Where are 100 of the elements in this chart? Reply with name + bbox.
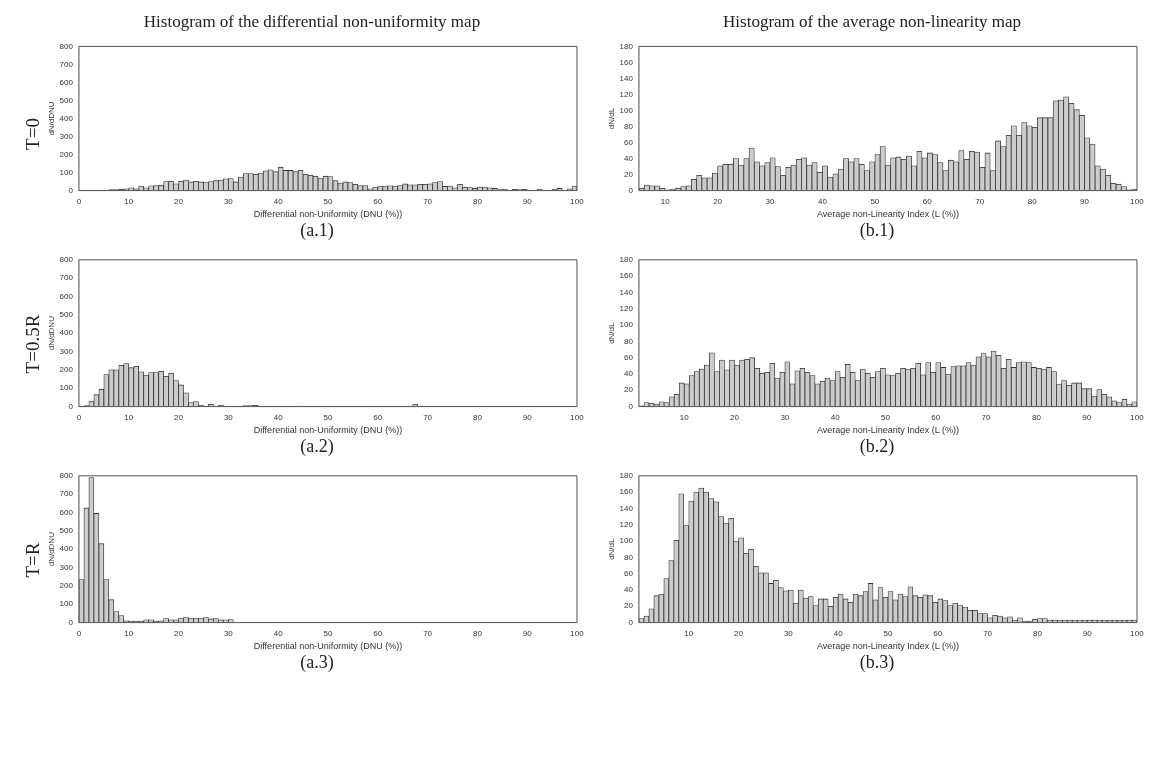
x-tick-label: 20 bbox=[730, 412, 740, 422]
x-tick-label: 80 bbox=[1031, 412, 1042, 422]
chart-title: Histogram of the average non-linearity map bbox=[723, 11, 1021, 31]
y-tick-label: 800 bbox=[59, 41, 74, 51]
y-axis-title: dN/dL bbox=[607, 107, 616, 130]
y-tick-label: 400 bbox=[59, 113, 74, 123]
x-tick-label: 70 bbox=[983, 628, 993, 638]
y-tick-label: 500 bbox=[59, 310, 74, 320]
x-tick-label: 70 bbox=[975, 196, 985, 206]
text: (a.1) bbox=[299, 220, 335, 242]
y-tick-label: 600 bbox=[59, 507, 74, 517]
y-axis-title: dN/dL bbox=[607, 537, 616, 560]
y-tick-label: 100 bbox=[59, 167, 74, 177]
y-tick-label: 200 bbox=[59, 149, 74, 159]
x-tick-label: 90 bbox=[522, 628, 533, 638]
y-tick-label: 400 bbox=[59, 328, 74, 338]
x-tick-label: 40 bbox=[817, 196, 828, 206]
y-tick-label: 140 bbox=[619, 503, 634, 513]
chart-title: Histogram of the differential non-uniformity map bbox=[143, 11, 481, 31]
y-tick-label: 700 bbox=[59, 59, 74, 69]
x-tick-label: 100 bbox=[570, 412, 585, 422]
x-tick-label: 10 bbox=[124, 628, 134, 638]
x-tick-label: 20 bbox=[713, 196, 723, 206]
y-tick-label: 600 bbox=[59, 77, 74, 87]
x-axis-title: Differential non-Uniformity (DNU (%)) bbox=[253, 641, 403, 652]
x-tick-label: 10 bbox=[660, 196, 671, 206]
y-tick-label: 300 bbox=[59, 346, 74, 356]
y-tick-label: 300 bbox=[59, 562, 74, 572]
y-tick-label: 0 bbox=[68, 617, 74, 627]
y-tick-label: 20 bbox=[624, 169, 634, 179]
y-tick-label: 40 bbox=[624, 369, 634, 379]
y-tick-label: 60 bbox=[624, 137, 634, 147]
x-tick-label: 70 bbox=[981, 412, 992, 422]
y-tick-label: 60 bbox=[624, 352, 634, 362]
y-tick-label: 40 bbox=[624, 153, 634, 163]
x-tick-label: 20 bbox=[174, 196, 184, 206]
x-tick-label: 30 bbox=[223, 412, 234, 422]
x-axis-title: Differential non-Uniformity (DNU (%)) bbox=[253, 425, 403, 436]
y-tick-label: 800 bbox=[59, 255, 74, 264]
y-tick-label: 60 bbox=[624, 568, 634, 578]
x-tick-label: 10 bbox=[124, 196, 134, 206]
x-tick-label: 10 bbox=[684, 628, 694, 638]
y-tick-label: 0 bbox=[68, 401, 74, 411]
y-tick-label: 500 bbox=[59, 95, 74, 105]
y-tick-label: 120 bbox=[619, 519, 634, 529]
y-tick-label: 160 bbox=[619, 57, 634, 67]
x-tick-label: 80 bbox=[1032, 628, 1043, 638]
y-tick-label: 140 bbox=[619, 287, 634, 297]
x-tick-label: 70 bbox=[423, 412, 433, 422]
x-tick-label: 50 bbox=[323, 412, 333, 422]
x-tick-label: 60 bbox=[931, 412, 941, 422]
x-tick-label: 0 bbox=[76, 196, 82, 206]
x-tick-label: 50 bbox=[883, 628, 893, 638]
x-axis-title: Average non-Linearity Index (L (%)) bbox=[816, 209, 960, 220]
y-tick-label: 500 bbox=[59, 526, 74, 536]
y-tick-label: 40 bbox=[624, 585, 634, 595]
x-tick-label: 80 bbox=[472, 412, 483, 422]
y-tick-label: 0 bbox=[68, 185, 74, 195]
y-tick-label: 300 bbox=[59, 131, 74, 141]
x-tick-label: 40 bbox=[273, 412, 284, 422]
x-tick-label: 20 bbox=[174, 412, 184, 422]
x-tick-label: 90 bbox=[522, 196, 533, 206]
y-axis-title: dN/dDNU bbox=[47, 315, 56, 351]
y-tick-label: 80 bbox=[624, 336, 634, 346]
x-tick-label: 30 bbox=[223, 628, 234, 638]
y-tick-label: 0 bbox=[628, 185, 634, 195]
y-tick-label: 180 bbox=[619, 255, 634, 264]
x-tick-label: 100 bbox=[1130, 628, 1145, 638]
y-tick-label: 180 bbox=[619, 41, 634, 51]
x-tick-label: 90 bbox=[522, 412, 533, 422]
text: (b.2) bbox=[858, 436, 896, 458]
x-tick-label: 90 bbox=[1082, 628, 1093, 638]
x-tick-label: 100 bbox=[570, 196, 585, 206]
x-tick-label: 40 bbox=[833, 628, 844, 638]
x-tick-label: 80 bbox=[1027, 196, 1038, 206]
x-tick-label: 10 bbox=[679, 412, 690, 422]
y-tick-label: 20 bbox=[624, 601, 634, 611]
y-tick-label: 0 bbox=[628, 617, 634, 627]
x-tick-label: 30 bbox=[223, 196, 234, 206]
text: (b.3) bbox=[858, 652, 896, 674]
x-tick-label: 50 bbox=[323, 628, 333, 638]
x-axis-title: Average non-Linearity Index (L (%)) bbox=[816, 425, 960, 436]
y-tick-label: 600 bbox=[59, 291, 74, 301]
x-tick-label: 60 bbox=[922, 196, 933, 206]
x-tick-label: 60 bbox=[373, 412, 383, 422]
x-tick-label: 30 bbox=[780, 412, 790, 422]
y-tick-label: 160 bbox=[619, 487, 634, 497]
y-tick-label: 160 bbox=[619, 271, 634, 281]
y-axis-title: dN/dDNU bbox=[47, 101, 56, 136]
x-tick-label: 60 bbox=[373, 196, 383, 206]
y-tick-label: 80 bbox=[624, 121, 634, 131]
x-axis-title: Differential non-Uniformity (DNU (%)) bbox=[253, 209, 403, 220]
x-tick-label: 80 bbox=[472, 196, 483, 206]
y-tick-label: 100 bbox=[619, 536, 634, 546]
y-tick-label: 800 bbox=[59, 471, 74, 480]
y-tick-label: 120 bbox=[619, 303, 634, 313]
x-tick-label: 40 bbox=[273, 628, 284, 638]
x-tick-label: 40 bbox=[273, 196, 284, 206]
x-tick-label: 20 bbox=[734, 628, 744, 638]
x-tick-label: 0 bbox=[76, 628, 82, 638]
